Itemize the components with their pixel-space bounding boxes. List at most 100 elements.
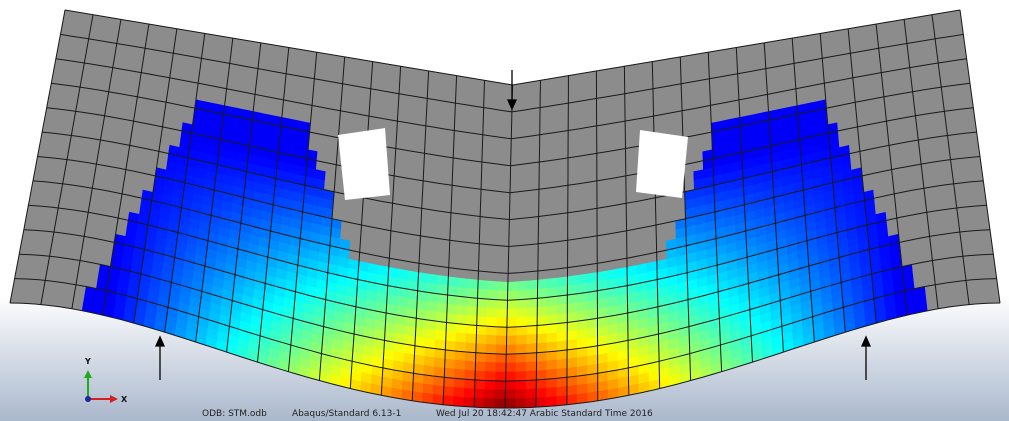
mesh-cell <box>431 219 441 230</box>
mesh-cell <box>530 117 540 128</box>
mesh-cell <box>445 341 456 351</box>
mesh-cell <box>951 240 962 249</box>
mesh-cell <box>597 106 607 117</box>
mesh-cell <box>483 117 493 128</box>
mesh-cell <box>31 296 43 305</box>
mesh-cell <box>547 360 557 370</box>
mesh-cell <box>459 260 469 270</box>
contour-void <box>636 130 688 198</box>
mesh-cell <box>539 197 549 207</box>
mesh-cell <box>508 264 518 274</box>
mesh-cell <box>567 385 577 395</box>
mesh-cell <box>473 143 483 154</box>
mesh-cell <box>501 165 511 175</box>
mesh-cell <box>444 368 455 378</box>
mesh-cell <box>547 369 557 379</box>
mesh-cell <box>424 356 435 367</box>
mesh-cell <box>578 137 588 148</box>
mesh-cell <box>978 295 989 304</box>
mesh-cell <box>500 210 510 220</box>
mesh-cell <box>499 237 509 247</box>
mesh-cell <box>474 389 485 399</box>
mesh-cell <box>538 234 548 244</box>
mesh-cell <box>968 140 979 149</box>
mesh-cell <box>517 326 527 336</box>
mesh-cell <box>439 248 449 259</box>
mesh-cell <box>451 195 461 206</box>
mesh-cell <box>456 324 466 334</box>
mesh-cell <box>537 316 547 326</box>
mesh-cell <box>34 222 46 231</box>
mesh-cell <box>587 245 597 256</box>
mesh-cell <box>527 335 537 345</box>
mesh-cell <box>486 344 496 354</box>
mesh-cell <box>510 174 520 184</box>
mesh-cell <box>457 305 467 315</box>
mesh-cell <box>964 263 975 272</box>
mesh-cell <box>444 377 455 387</box>
mesh-cell <box>491 181 501 191</box>
mesh-cell <box>526 389 536 399</box>
mesh-cell <box>549 169 559 179</box>
mesh-cell <box>489 227 499 237</box>
mesh-cell <box>557 332 567 342</box>
mesh-cell <box>520 181 530 191</box>
mesh-cell <box>32 288 44 297</box>
mesh-cell <box>977 287 988 296</box>
mesh-cell <box>520 172 530 182</box>
mesh-cell <box>476 335 486 345</box>
mesh-cell <box>567 349 577 359</box>
mesh-cell <box>468 288 478 298</box>
mesh-cell <box>966 124 977 133</box>
mesh-cell <box>485 362 496 372</box>
mesh-cell <box>444 138 454 149</box>
mesh-cell <box>983 254 994 263</box>
mesh-cell <box>476 353 487 363</box>
mesh-cell <box>958 141 969 150</box>
mesh-cell <box>942 168 953 177</box>
mesh-cell <box>464 397 475 407</box>
mesh-cell <box>966 198 977 207</box>
mesh-cell <box>981 238 992 247</box>
mesh-cell <box>539 206 549 216</box>
mesh-cell <box>509 246 519 256</box>
mesh-cell <box>516 390 526 399</box>
mesh-cell <box>557 377 567 387</box>
mesh-cell <box>489 245 499 255</box>
mesh-cell <box>457 296 467 306</box>
mesh-cell <box>485 381 496 390</box>
mesh-cell <box>548 278 558 288</box>
mesh-cell <box>529 217 539 227</box>
mesh-cell <box>31 238 43 247</box>
mesh-cell <box>529 198 539 208</box>
mesh-cell <box>488 290 498 300</box>
mesh-cell <box>557 304 567 314</box>
mesh-cell <box>446 83 456 94</box>
mesh-cell <box>548 214 558 224</box>
mesh-cell <box>568 166 578 177</box>
mesh-cell <box>521 118 531 128</box>
mesh-cell <box>422 190 432 201</box>
mesh-cell <box>478 262 488 272</box>
mesh-cell <box>962 91 973 100</box>
mesh-cell <box>462 169 472 179</box>
mesh-cell <box>517 335 527 345</box>
mesh-cell <box>982 246 993 255</box>
mesh-cell <box>480 217 490 227</box>
mesh-cell <box>577 247 587 258</box>
mesh-cell <box>28 255 40 264</box>
mesh-cell <box>527 326 537 336</box>
mesh-cell <box>445 350 456 360</box>
mesh-cell <box>548 269 558 279</box>
mesh-cell <box>485 371 495 381</box>
mesh-cell <box>496 336 506 345</box>
mesh-cell <box>557 368 567 378</box>
mesh-cell <box>51 240 63 249</box>
mesh-cell <box>547 305 557 315</box>
mesh-cell <box>528 271 538 281</box>
mesh-cell <box>478 271 488 281</box>
mesh-cell <box>965 116 976 125</box>
mesh-cell <box>465 352 476 362</box>
mesh-cell <box>471 197 481 207</box>
mesh-cell <box>537 352 547 362</box>
